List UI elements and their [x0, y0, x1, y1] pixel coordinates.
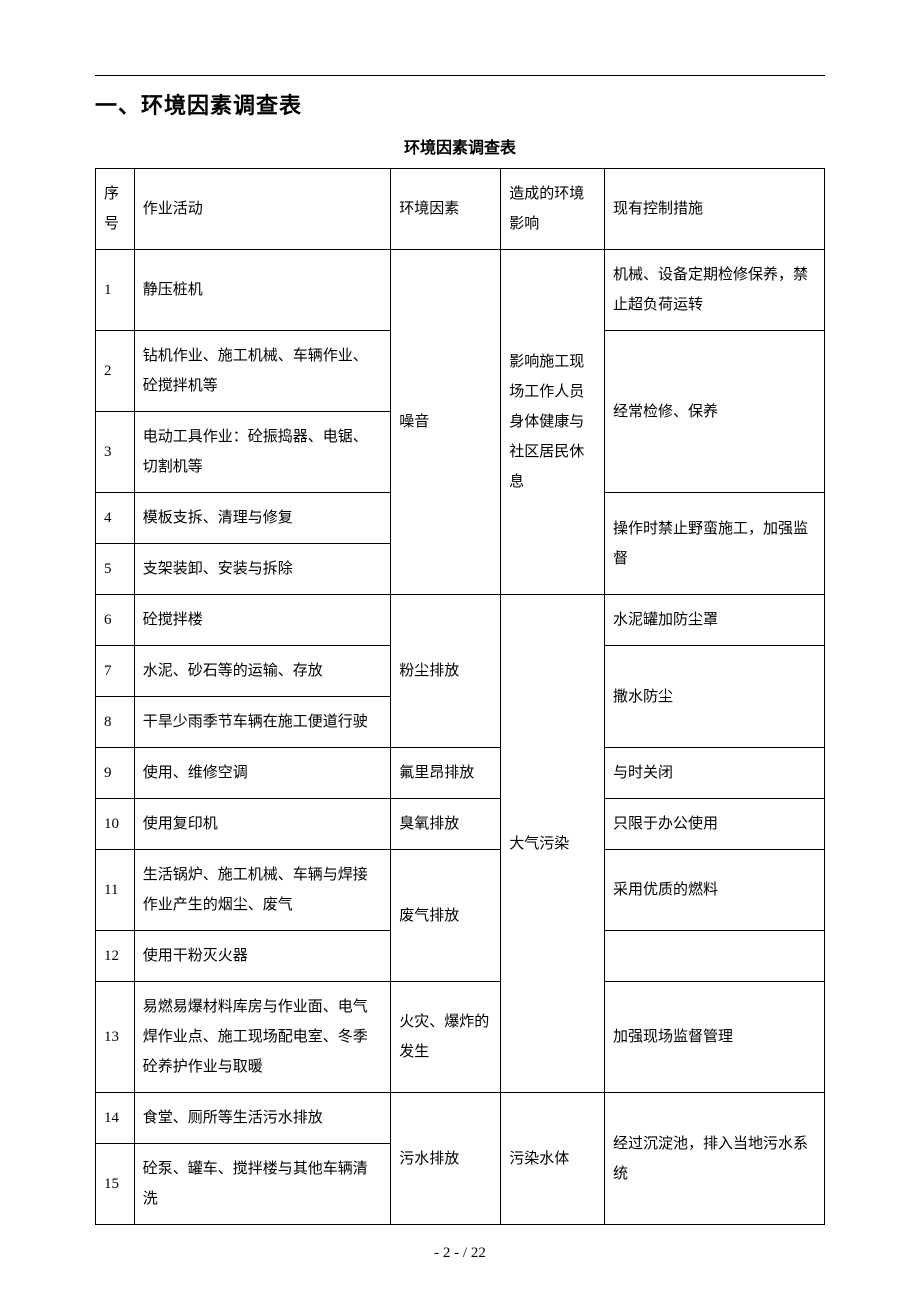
section-heading: 一、环境因素调查表 — [95, 88, 825, 120]
cell-activity: 使用复印机 — [134, 799, 391, 850]
cell-num: 15 — [96, 1144, 135, 1225]
cell-factor: 氟里昂排放 — [391, 748, 501, 799]
table-row: 14 食堂、厕所等生活污水排放 污水排放 污染水体 经过沉淀池，排入当地污水系统 — [96, 1093, 825, 1144]
cell-impact: 大气污染 — [501, 595, 605, 1093]
cell-activity: 生活锅炉、施工机械、车辆与焊接作业产生的烟尘、废气 — [134, 850, 391, 931]
cell-control-empty — [605, 931, 825, 982]
cell-num: 14 — [96, 1093, 135, 1144]
cell-num: 3 — [96, 412, 135, 493]
page-footer: - 2 - / 22 — [0, 1245, 920, 1262]
table-row: 1 静压桩机 噪音 影响施工现场工作人员身体健康与社区居民休息 机械、设备定期检… — [96, 250, 825, 331]
table-row: 9 使用、维修空调 氟里昂排放 与时关闭 — [96, 748, 825, 799]
cell-control: 加强现场监督管理 — [605, 982, 825, 1093]
cell-control: 与时关闭 — [605, 748, 825, 799]
cell-num: 4 — [96, 493, 135, 544]
table-row: 10 使用复印机 臭氧排放 只限于办公使用 — [96, 799, 825, 850]
cell-num: 6 — [96, 595, 135, 646]
cell-impact: 影响施工现场工作人员身体健康与社区居民休息 — [501, 250, 605, 595]
cell-factor: 废气排放 — [391, 850, 501, 982]
table-caption: 环境因素调查表 — [95, 134, 825, 158]
cell-num: 1 — [96, 250, 135, 331]
cell-activity: 砼泵、罐车、搅拌楼与其他车辆清洗 — [134, 1144, 391, 1225]
cell-factor: 火灾、爆炸的发生 — [391, 982, 501, 1093]
cell-activity: 钻机作业、施工机械、车辆作业、砼搅拌机等 — [134, 331, 391, 412]
header-control: 现有控制措施 — [605, 169, 825, 250]
cell-num: 8 — [96, 697, 135, 748]
table-row: 11 生活锅炉、施工机械、车辆与焊接作业产生的烟尘、废气 废气排放 采用优质的燃… — [96, 850, 825, 931]
cell-control: 水泥罐加防尘罩 — [605, 595, 825, 646]
cell-factor: 噪音 — [391, 250, 501, 595]
cell-num: 11 — [96, 850, 135, 931]
cell-control: 撒水防尘 — [605, 646, 825, 748]
cell-activity: 干旱少雨季节车辆在施工便道行驶 — [134, 697, 391, 748]
cell-activity: 模板支拆、清理与修复 — [134, 493, 391, 544]
cell-control: 只限于办公使用 — [605, 799, 825, 850]
cell-impact: 污染水体 — [501, 1093, 605, 1225]
cell-num: 5 — [96, 544, 135, 595]
survey-table: 序号 作业活动 环境因素 造成的环境影响 现有控制措施 1 静压桩机 噪音 影响… — [95, 168, 825, 1225]
header-num: 序号 — [96, 169, 135, 250]
header-factor: 环境因素 — [391, 169, 501, 250]
table-row: 13 易燃易爆材料库房与作业面、电气焊作业点、施工现场配电室、冬季砼养护作业与取… — [96, 982, 825, 1093]
cell-num: 9 — [96, 748, 135, 799]
table-row: 6 砼搅拌楼 粉尘排放 大气污染 水泥罐加防尘罩 — [96, 595, 825, 646]
cell-activity: 食堂、厕所等生活污水排放 — [134, 1093, 391, 1144]
cell-control: 操作时禁止野蛮施工，加强监督 — [605, 493, 825, 595]
cell-activity: 砼搅拌楼 — [134, 595, 391, 646]
cell-activity: 易燃易爆材料库房与作业面、电气焊作业点、施工现场配电室、冬季砼养护作业与取暖 — [134, 982, 391, 1093]
cell-factor: 臭氧排放 — [391, 799, 501, 850]
cell-num: 2 — [96, 331, 135, 412]
cell-num: 13 — [96, 982, 135, 1093]
header-activity: 作业活动 — [134, 169, 391, 250]
cell-num: 10 — [96, 799, 135, 850]
cell-control: 采用优质的燃料 — [605, 850, 825, 931]
cell-control: 经常检修、保养 — [605, 331, 825, 493]
cell-control: 经过沉淀池，排入当地污水系统 — [605, 1093, 825, 1225]
table-header-row: 序号 作业活动 环境因素 造成的环境影响 现有控制措施 — [96, 169, 825, 250]
cell-activity: 使用、维修空调 — [134, 748, 391, 799]
cell-activity: 电动工具作业：砼振捣器、电锯、切割机等 — [134, 412, 391, 493]
cell-activity: 静压桩机 — [134, 250, 391, 331]
cell-activity: 水泥、砂石等的运输、存放 — [134, 646, 391, 697]
cell-activity: 使用干粉灭火器 — [134, 931, 391, 982]
cell-num: 12 — [96, 931, 135, 982]
cell-control: 机械、设备定期检修保养，禁止超负荷运转 — [605, 250, 825, 331]
header-impact: 造成的环境影响 — [501, 169, 605, 250]
cell-num: 7 — [96, 646, 135, 697]
cell-activity: 支架装卸、安装与拆除 — [134, 544, 391, 595]
cell-factor: 污水排放 — [391, 1093, 501, 1225]
cell-factor: 粉尘排放 — [391, 595, 501, 748]
header-rule — [95, 75, 825, 76]
